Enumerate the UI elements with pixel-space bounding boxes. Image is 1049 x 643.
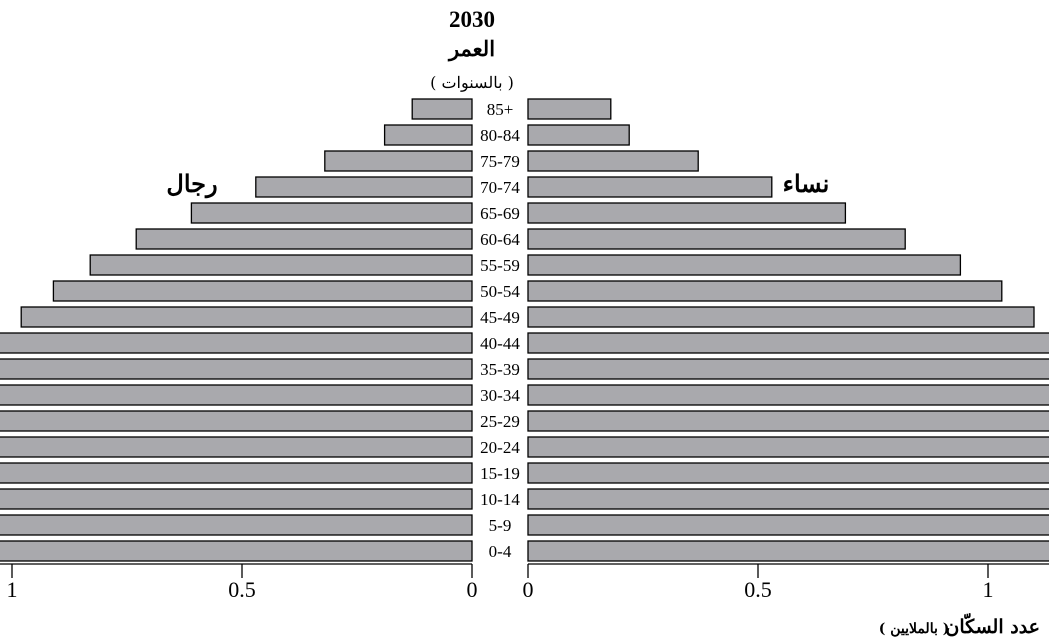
female-x-tick-label-1: 1 <box>983 577 994 602</box>
male-bar-25-29 <box>0 410 473 432</box>
age-label-85plus: 85+ <box>487 100 514 119</box>
chart-title-year: 2030 <box>449 7 495 32</box>
male-bar-55-59 <box>89 254 473 276</box>
female-bar-50-54 <box>527 280 1003 302</box>
female-bar-70-74 <box>527 176 773 198</box>
male-bar-20-24 <box>0 436 473 458</box>
age-label-50-54: 50-54 <box>480 282 520 301</box>
age-label-5-9: 5-9 <box>489 516 512 535</box>
male-bars <box>0 98 473 562</box>
x-axes: 000.50.5111.51.522 <box>0 563 1049 602</box>
female-bar-60-64 <box>527 228 906 250</box>
age-label-70-74: 70-74 <box>480 178 520 197</box>
age-label-20-24: 20-24 <box>480 438 520 457</box>
male-bar-70-74 <box>255 176 473 198</box>
age-label-30-34: 30-34 <box>480 386 520 405</box>
male-bar-15-19 <box>0 462 473 484</box>
male-bar-45-49 <box>20 306 473 328</box>
female-bar-10-14 <box>527 488 1049 510</box>
male-bar-85plus <box>411 98 473 120</box>
age-group-labels: 0-4 5-9 10-14 15-19 20-24 25-29 30-34 35-39 40-4… <box>480 100 520 561</box>
female-bar-85plus <box>527 98 612 120</box>
age-label-65-69: 65-69 <box>480 204 520 223</box>
female-x-tick-label-0: 0 <box>523 577 534 602</box>
female-bar-55-59 <box>527 254 962 276</box>
male-x-tick-label-0: 0 <box>467 577 478 602</box>
x-axis-unit-text: ( بالملايين ) <box>879 621 950 637</box>
male-x-tick-label-0-5: 0.5 <box>228 577 256 602</box>
female-bar-45-49 <box>527 306 1035 328</box>
male-bar-10-14 <box>0 488 473 510</box>
female-bar-75-79 <box>527 150 699 172</box>
age-label-55-59: 55-59 <box>480 256 520 275</box>
male-x-tick-label-1: 1 <box>7 577 18 602</box>
age-axis-title: العمر <box>447 36 495 62</box>
male-bar-0-4 <box>0 540 473 562</box>
female-bar-65-69 <box>527 202 847 224</box>
female-bar-30-34 <box>527 384 1049 406</box>
x-axis-title: عدد السكّان( بالملايين ) <box>879 613 1040 638</box>
age-label-35-39: 35-39 <box>480 360 520 379</box>
female-bar-40-44 <box>527 332 1049 354</box>
female-bar-80-84 <box>527 124 630 146</box>
male-bar-5-9 <box>0 514 473 536</box>
male-bar-35-39 <box>0 358 473 380</box>
female-bar-35-39 <box>527 358 1049 380</box>
male-bar-65-69 <box>190 202 473 224</box>
age-label-45-49: 45-49 <box>480 308 520 327</box>
female-bars <box>527 98 1049 562</box>
male-side-label: رجال <box>166 169 217 199</box>
male-bar-30-34 <box>0 384 473 406</box>
male-bar-80-84 <box>383 124 473 146</box>
age-label-60-64: 60-64 <box>480 230 520 249</box>
female-bar-5-9 <box>527 514 1049 536</box>
age-label-75-79: 75-79 <box>480 152 520 171</box>
age-label-0-4: 0-4 <box>489 542 512 561</box>
age-label-15-19: 15-19 <box>480 464 520 483</box>
male-bar-50-54 <box>52 280 473 302</box>
x-axis-title-text: عدد السكّان <box>945 613 1040 638</box>
age-axis-unit: ( بالسنوات ) <box>430 73 514 92</box>
age-label-40-44: 40-44 <box>480 334 520 353</box>
female-bar-0-4 <box>527 540 1049 562</box>
male-bar-40-44 <box>0 332 473 354</box>
male-bar-75-79 <box>324 150 473 172</box>
female-bar-20-24 <box>527 436 1049 458</box>
age-label-80-84: 80-84 <box>480 126 520 145</box>
female-bar-15-19 <box>527 462 1049 484</box>
age-label-25-29: 25-29 <box>480 412 520 431</box>
female-bar-25-29 <box>527 410 1049 432</box>
male-bar-60-64 <box>135 228 473 250</box>
female-side-label: نساء <box>783 169 830 198</box>
age-label-10-14: 10-14 <box>480 490 520 509</box>
female-x-tick-label-0-5: 0.5 <box>744 577 772 602</box>
